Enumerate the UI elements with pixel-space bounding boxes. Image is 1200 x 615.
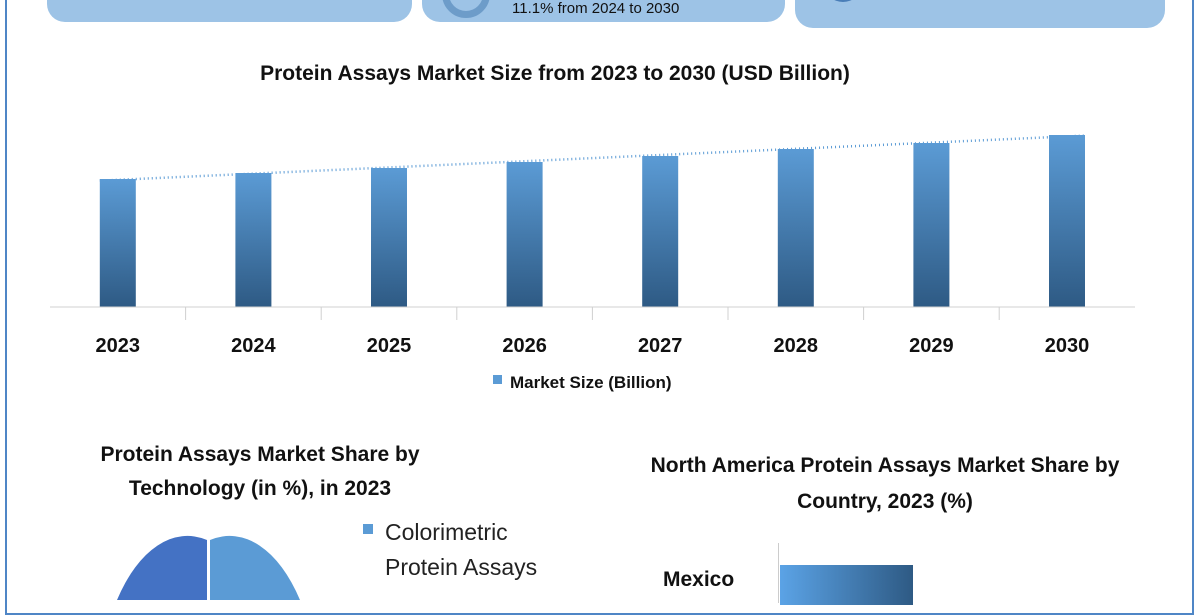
circle-icon (825, 0, 861, 2)
legend: Market Size (Billion) (493, 373, 672, 392)
legend-label: Market Size (Billion) (510, 373, 672, 392)
x-tick-label: 2025 (367, 335, 412, 357)
technology-pie (117, 524, 373, 600)
trendline (99, 134, 1086, 182)
stat-card-1 (47, 0, 412, 22)
pie-chart-title: Protein Assays Market Share by Technolog… (100, 443, 420, 500)
x-tick-label: 2030 (1045, 335, 1090, 357)
pie-slice-colorimetric (210, 535, 300, 600)
country-axis (778, 543, 779, 603)
x-tick-label: 2029 (909, 335, 954, 357)
country-chart-title: North America Protein Assays Market Shar… (650, 454, 1120, 513)
pie-legend-swatch (363, 524, 373, 534)
bar-2029 (913, 143, 950, 307)
country-label-mexico: Mexico (663, 568, 735, 591)
bar-chart-title: Protein Assays Market Size from 2023 to … (260, 62, 850, 85)
bar-2025 (371, 168, 407, 307)
x-tick-label: 2023 (96, 335, 141, 357)
x-tick-label: 2028 (774, 335, 819, 357)
bar-2023 (99, 179, 136, 307)
stat-card-3 (795, 0, 1165, 28)
market-size-chart: 2023 2024 2025 2026 2027 2028 2029 2030 Market … (50, 134, 1135, 392)
x-tick-label: 2024 (231, 335, 276, 357)
stat-card-2: 11.1% from 2024 to 2030 (422, 0, 785, 22)
legend-swatch (493, 375, 502, 384)
x-tick-label: 2026 (502, 335, 547, 357)
bar-2028 (777, 149, 814, 307)
country-bar-mexico (780, 565, 913, 605)
pie-slice-other (117, 535, 207, 600)
pie-legend-label: Colorimetric Protein Assays (385, 519, 538, 580)
bar-2026 (506, 162, 543, 307)
bar-2027 (642, 156, 679, 307)
x-tick-label: 2027 (638, 335, 683, 357)
bar-2024 (235, 173, 272, 307)
bar-2030 (1049, 135, 1085, 307)
cagr-text: 11.1% from 2024 to 2030 (512, 0, 680, 17)
